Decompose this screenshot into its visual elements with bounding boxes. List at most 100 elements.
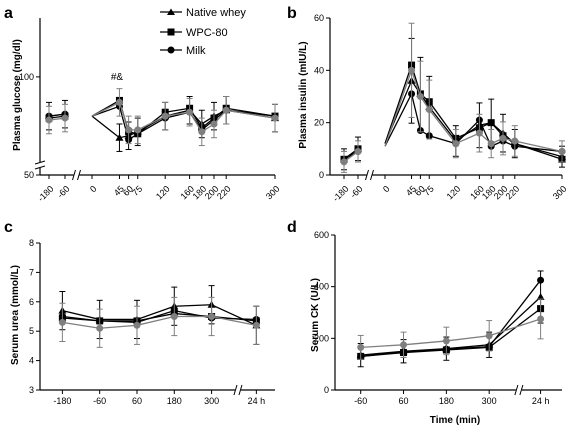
data-point	[45, 116, 53, 124]
x-tick-label: -180	[331, 184, 351, 204]
series-line	[360, 279, 542, 358]
x-tick-label: 180	[167, 396, 182, 406]
axis-break	[515, 384, 522, 396]
y-tick-label: 0	[319, 170, 324, 180]
data-point	[425, 106, 433, 114]
x-tick-label: -180	[36, 184, 56, 204]
y-tick-label: 200	[314, 333, 329, 343]
data-point	[198, 128, 206, 136]
legend-label: WPC-80	[186, 27, 228, 39]
data-point	[208, 313, 216, 320]
y-tick-label: 3	[29, 385, 34, 395]
series-line	[62, 315, 257, 329]
axis-break	[73, 169, 80, 181]
series-line-post	[384, 92, 563, 153]
series-line-post	[384, 68, 563, 153]
axis-break-mark	[519, 384, 524, 396]
data-point	[271, 114, 279, 122]
x-tick-label: 60	[399, 396, 409, 406]
panel-label-a: a	[4, 5, 13, 22]
axis-break-mark	[238, 384, 243, 396]
x-tick-label: 300	[551, 184, 567, 202]
significance-annotation: #&	[111, 72, 124, 83]
x-tick-label: 220	[215, 184, 233, 202]
x-tick-label: 300	[264, 184, 282, 202]
data-point	[61, 114, 69, 122]
x-tick-label: 300	[482, 396, 497, 406]
y-tick-label: 100	[19, 72, 34, 82]
y-tick-label: 20	[314, 118, 324, 128]
y-tick-label: 4	[29, 356, 34, 366]
data-point	[133, 321, 141, 329]
y-tick-label: 60	[314, 13, 324, 23]
data-point	[125, 126, 133, 134]
y-tick-label: 6	[29, 297, 34, 307]
y-tick-label: 5	[29, 326, 34, 336]
y-axis-label-a: Plasma glucose (mg/dl)	[12, 39, 23, 151]
axis-break-mark	[233, 384, 238, 396]
data-point	[536, 293, 545, 300]
y-tick-label: 8	[29, 238, 34, 248]
data-point	[442, 337, 450, 345]
series-line	[360, 318, 541, 349]
axis-break	[366, 169, 373, 181]
series-line	[360, 296, 542, 356]
legend-label: Milk	[186, 45, 206, 57]
x-tick-label: 220	[504, 184, 522, 202]
panel-label-c: c	[4, 219, 13, 236]
x-tick-label: 120	[154, 184, 172, 202]
x-tick-label: 24 h	[532, 396, 550, 406]
legend: Native whey WPC-80 Milk	[160, 7, 246, 57]
x-tick-label: 60	[132, 396, 142, 406]
circle-marker-icon	[167, 46, 175, 54]
x-tick-label: 180	[439, 396, 454, 406]
y-tick-label: 40	[314, 65, 324, 75]
legend-entry-wpc80: WPC-80	[160, 27, 228, 39]
data-point	[210, 120, 218, 128]
data-point	[408, 66, 416, 74]
y-tick-label: 0	[324, 385, 329, 395]
axis-break-mark	[34, 160, 46, 165]
series-line-post	[91, 105, 276, 141]
y-tick-label: 50	[24, 170, 34, 180]
axis-break-mark	[77, 169, 81, 181]
data-point	[96, 324, 104, 332]
data-point	[161, 112, 169, 120]
data-point	[416, 93, 424, 100]
x-tick-label: 120	[445, 184, 463, 202]
x-tick-label: -60	[348, 184, 364, 200]
y-axis-label-b: Plasma insulin (mIU/L)	[298, 41, 309, 148]
axis-break	[234, 384, 241, 396]
legend-label: Native whey	[186, 7, 246, 19]
y-tick-label: 7	[29, 267, 34, 277]
data-point	[487, 119, 495, 127]
x-tick-label: -60	[93, 396, 106, 406]
data-point	[475, 129, 483, 137]
y-axis-label-c: Serum urea (mmol/L)	[10, 265, 21, 365]
square-marker-icon	[167, 28, 175, 36]
data-point	[340, 158, 348, 166]
data-point	[485, 332, 493, 340]
data-point	[537, 276, 545, 284]
x-axis-label-d: Time (min)	[430, 415, 480, 426]
data-point	[58, 318, 66, 326]
data-point	[115, 98, 123, 106]
legend-entry-native-whey: Native whey	[160, 7, 246, 19]
series-line	[62, 304, 257, 326]
x-tick-label: -60	[55, 184, 71, 200]
axis-break-mark	[34, 165, 46, 170]
legend-entry-milk: Milk	[160, 45, 206, 57]
axis-break-mark	[72, 169, 76, 181]
x-tick-label: -180	[53, 396, 71, 406]
data-point	[222, 106, 230, 114]
data-point	[354, 147, 362, 155]
x-tick-label: 300	[204, 396, 219, 406]
data-point	[115, 133, 124, 141]
data-point	[511, 137, 519, 145]
y-tick-label: 400	[314, 282, 329, 292]
x-tick-label: -60	[354, 396, 367, 406]
data-point	[252, 321, 260, 329]
panel-label-b: b	[287, 5, 297, 22]
data-point	[452, 140, 460, 148]
